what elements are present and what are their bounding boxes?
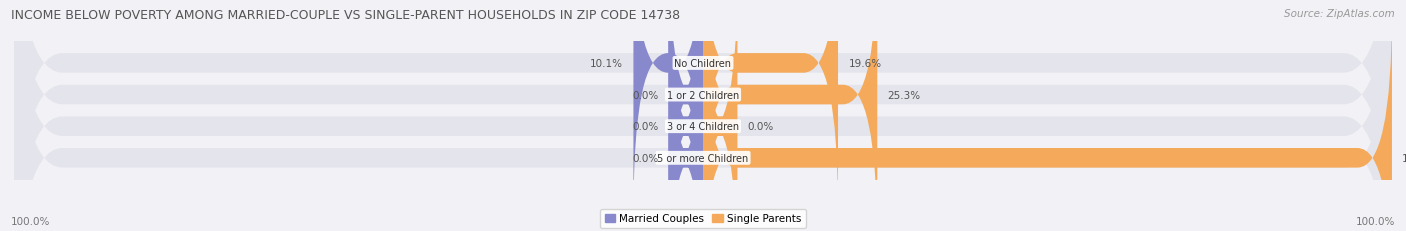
Text: 100.0%: 100.0%	[1355, 216, 1395, 226]
Text: 1 or 2 Children: 1 or 2 Children	[666, 90, 740, 100]
FancyBboxPatch shape	[14, 0, 1392, 231]
Text: Source: ZipAtlas.com: Source: ZipAtlas.com	[1284, 9, 1395, 19]
FancyBboxPatch shape	[703, 0, 838, 211]
Text: 25.3%: 25.3%	[887, 90, 921, 100]
Text: 0.0%: 0.0%	[748, 122, 775, 132]
FancyBboxPatch shape	[634, 0, 703, 211]
FancyBboxPatch shape	[703, 0, 877, 231]
Text: 3 or 4 Children: 3 or 4 Children	[666, 122, 740, 132]
Text: No Children: No Children	[675, 59, 731, 69]
Text: 10.1%: 10.1%	[591, 59, 623, 69]
Text: 0.0%: 0.0%	[631, 90, 658, 100]
FancyBboxPatch shape	[14, 0, 1392, 231]
FancyBboxPatch shape	[14, 0, 1392, 231]
Text: 100.0%: 100.0%	[11, 216, 51, 226]
Text: 0.0%: 0.0%	[631, 122, 658, 132]
Text: 5 or more Children: 5 or more Children	[658, 153, 748, 163]
Text: 100.0%: 100.0%	[1402, 153, 1406, 163]
FancyBboxPatch shape	[14, 0, 1392, 231]
Text: 0.0%: 0.0%	[631, 153, 658, 163]
Legend: Married Couples, Single Parents: Married Couples, Single Parents	[600, 210, 806, 228]
Text: INCOME BELOW POVERTY AMONG MARRIED-COUPLE VS SINGLE-PARENT HOUSEHOLDS IN ZIP COD: INCOME BELOW POVERTY AMONG MARRIED-COUPL…	[11, 9, 681, 22]
FancyBboxPatch shape	[703, 0, 738, 231]
FancyBboxPatch shape	[703, 10, 1392, 231]
FancyBboxPatch shape	[669, 0, 703, 231]
FancyBboxPatch shape	[669, 0, 703, 231]
FancyBboxPatch shape	[669, 10, 703, 231]
Text: 19.6%: 19.6%	[848, 59, 882, 69]
